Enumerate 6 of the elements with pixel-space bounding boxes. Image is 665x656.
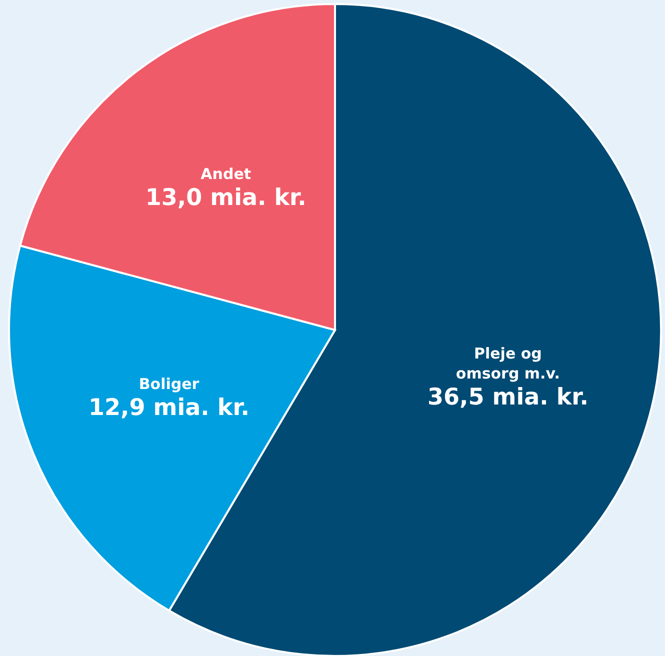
slice-label: Pleje og omsorg m.v.: [456, 344, 560, 382]
slice-label: Andet: [200, 164, 252, 183]
data-label: 12,9 mia. kr.: [88, 394, 250, 421]
data-label: 13,0 mia. kr.: [145, 184, 306, 211]
slice-label: Boliger: [138, 374, 200, 393]
data-label: 36,5 mia. kr.: [427, 384, 588, 410]
